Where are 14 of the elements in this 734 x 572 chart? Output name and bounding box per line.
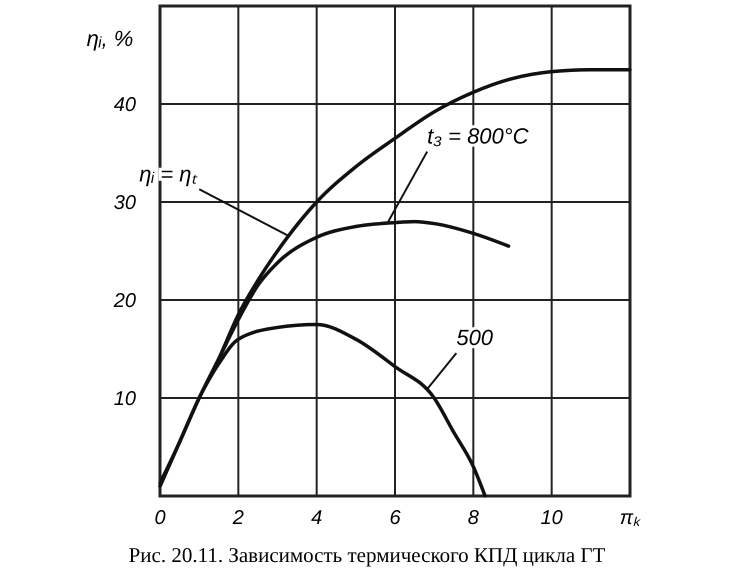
x-tick-label: 2 (232, 507, 244, 529)
x-tick-label: 10 (540, 507, 563, 529)
x-tick-label: 0 (154, 507, 166, 529)
x-tick-label: 4 (311, 507, 322, 529)
x-tick-label: 8 (468, 507, 479, 529)
y-tick-label: 30 (114, 192, 136, 214)
y-tick-label: 40 (114, 94, 136, 116)
x-axis-title: πₖ (620, 507, 642, 529)
y-axis-title: ηᵢ, % (86, 26, 134, 51)
x-tick-label: 6 (389, 507, 402, 529)
annotation: ηᵢ = ηₜ (139, 161, 198, 186)
y-tick-label: 10 (114, 388, 136, 410)
y-tick-label: 20 (112, 290, 136, 312)
text: Рис. 20.11. Зависимость термического КПД цикла ГТ (128, 543, 606, 567)
